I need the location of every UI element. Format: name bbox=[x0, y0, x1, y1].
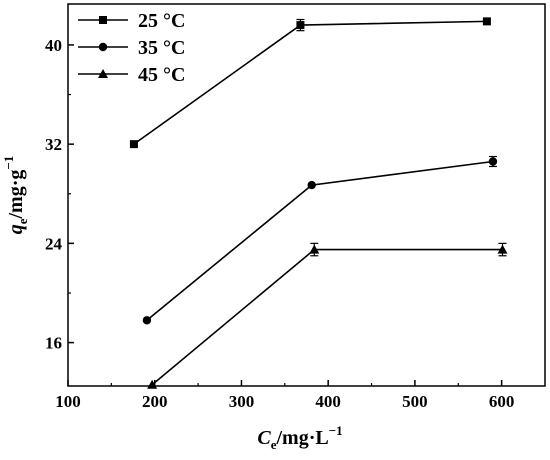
legend-label: 45 °C bbox=[138, 64, 185, 86]
data-point bbox=[497, 244, 508, 254]
x-tick-label: 200 bbox=[142, 392, 168, 411]
y-tick-label: 24 bbox=[45, 234, 63, 253]
x-tick-label: 600 bbox=[489, 392, 515, 411]
x-tick-label: 400 bbox=[315, 392, 341, 411]
data-point bbox=[296, 21, 305, 30]
y-tick-label: 40 bbox=[45, 36, 62, 55]
y-tick-label: 32 bbox=[45, 135, 62, 154]
x-tick-label: 500 bbox=[402, 392, 428, 411]
legend-label: 35 °C bbox=[138, 37, 185, 59]
legend-marker bbox=[99, 16, 107, 24]
series-line-2 bbox=[146, 160, 494, 321]
y-axis-label: qe/mg·g−1 bbox=[1, 156, 30, 235]
data-point bbox=[307, 180, 316, 190]
x-axis-label: Ce/mg·L−1 bbox=[257, 423, 342, 452]
series-line-1 bbox=[133, 20, 487, 145]
legend-label: 25 °C bbox=[138, 10, 185, 32]
legend-marker bbox=[98, 69, 108, 78]
x-tick-label: 100 bbox=[55, 392, 81, 411]
x-tick-label: 300 bbox=[229, 392, 255, 411]
data-point bbox=[482, 17, 491, 26]
data-point bbox=[129, 140, 138, 149]
axis-ticks: 100 200 300 400 500 600 16 24 32 40 bbox=[45, 36, 514, 411]
legend-marker bbox=[98, 42, 108, 52]
series-line-3 bbox=[151, 248, 503, 386]
y-tick-label: 16 bbox=[45, 334, 62, 353]
plot-frame bbox=[67, 3, 546, 387]
series-layer bbox=[129, 17, 508, 389]
data-point bbox=[488, 157, 498, 166]
legend: 25 °C 35 °C 45 °C bbox=[78, 10, 185, 86]
data-point bbox=[147, 379, 158, 389]
data-point bbox=[309, 244, 320, 254]
data-point bbox=[142, 316, 152, 325]
